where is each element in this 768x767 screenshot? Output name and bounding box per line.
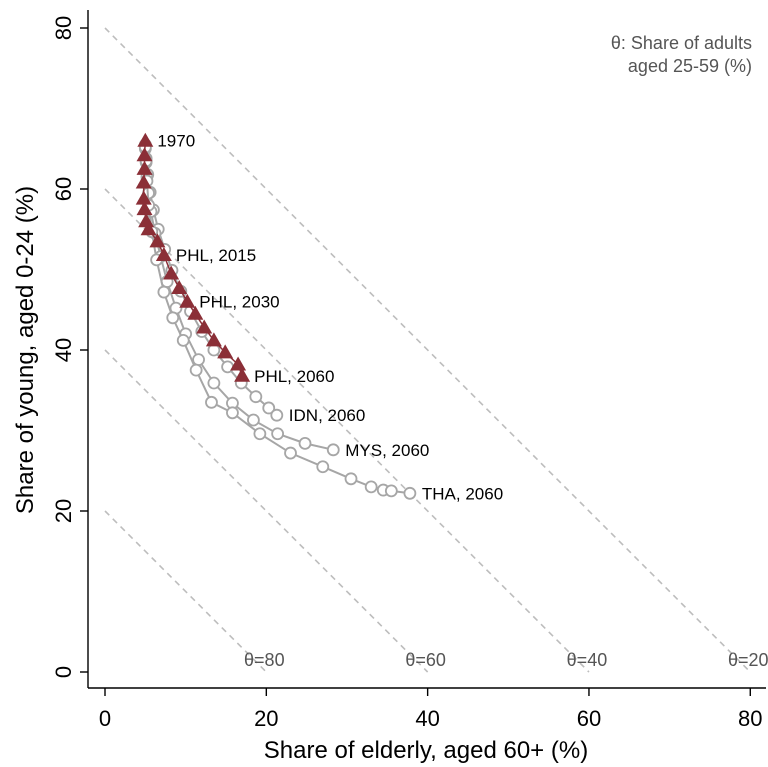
series-2-point <box>176 333 190 347</box>
highlight-series-point <box>135 174 152 189</box>
y-tick-label: 20 <box>51 499 76 523</box>
x-tick-label: 0 <box>99 706 111 731</box>
highlight-series-point <box>205 332 222 347</box>
series-1-point <box>298 436 312 450</box>
highlight-series-point <box>179 293 196 308</box>
series-2-point <box>253 427 267 441</box>
series-2-point <box>226 406 239 420</box>
series-2-point <box>316 460 330 474</box>
series-0-point <box>221 360 235 374</box>
highlight-series-point <box>171 280 188 295</box>
highlight-series-point <box>135 190 152 205</box>
series-1-point <box>192 353 205 367</box>
y-tick-label: 60 <box>51 177 76 201</box>
series-1-point <box>326 443 340 457</box>
y-tick-label: 40 <box>51 338 76 362</box>
series-1-point <box>207 376 221 390</box>
series-2-point <box>166 311 180 325</box>
highlight-series-point <box>137 132 154 147</box>
series-1-point <box>271 427 285 441</box>
y-axis-title: Share of young, aged 0-24 (%) <box>12 186 39 514</box>
highlight-series-point <box>140 221 157 236</box>
highlight-series-point <box>163 265 180 280</box>
series-0-point <box>249 390 263 404</box>
point-annotation: THA, 2060 <box>422 484 503 503</box>
series-2-point <box>189 363 203 377</box>
series-2-point <box>403 486 417 500</box>
annotation-layer: 1970 PHL, 2015 PHL, 2030 PHL, 2060 IDN, 2060… <box>157 132 503 504</box>
series-2-point <box>157 285 171 299</box>
isoline-20 <box>104 27 751 673</box>
series-2-point <box>384 484 398 498</box>
isoline-60 <box>104 349 429 673</box>
highlight-series-point <box>196 319 213 334</box>
series-layer <box>135 132 417 500</box>
x-tick-label: 80 <box>738 706 762 731</box>
highlight-series-point <box>234 367 251 382</box>
series-2-point <box>284 446 297 460</box>
point-annotation: MYS, 2060 <box>345 441 429 460</box>
y-tick-label: 0 <box>51 666 76 678</box>
series-0-point <box>270 408 284 422</box>
highlight-series-point <box>136 160 153 175</box>
x-tick-label: 20 <box>254 706 278 731</box>
x-axis-title: Share of elderly, aged 60+ (%) <box>264 737 588 764</box>
theta-note-line-2: aged 25-59 (%) <box>628 56 752 76</box>
isoline-label-40: θ=40 <box>567 650 608 670</box>
x-tick-label: 60 <box>577 706 601 731</box>
isoline-80 <box>104 510 267 673</box>
theta-note-line-1: θ: Share of adults <box>611 33 752 53</box>
highlight-series-point <box>149 233 166 248</box>
tick-layer: 0 20 40 60 80 0 20 40 60 80 <box>51 16 763 731</box>
isoline-40 <box>104 188 590 673</box>
x-tick-label: 40 <box>415 706 439 731</box>
point-annotation: PHL, 2015 <box>176 246 256 265</box>
highlight-series-point <box>217 344 234 359</box>
highlight-series-point <box>136 147 153 162</box>
point-annotation: PHL, 2060 <box>254 367 334 386</box>
series-1-point <box>247 413 260 427</box>
series-0-point <box>262 401 276 415</box>
point-annotation: 1970 <box>157 132 195 151</box>
isoline-label-20: θ=20 <box>728 650 768 670</box>
highlight-series-point <box>138 213 155 228</box>
isoline-layer: θ=80 θ=60 θ=40 θ=20 <box>104 27 768 673</box>
y-tick-label: 80 <box>51 16 76 40</box>
isoline-label-80: θ=80 <box>244 650 285 670</box>
highlight-series-point <box>187 305 204 320</box>
series-2-point <box>364 480 378 494</box>
point-annotation: PHL, 2030 <box>199 293 279 312</box>
highlight-series-point <box>230 356 247 371</box>
highlight-series-point <box>136 201 153 216</box>
highlight-series-point <box>155 247 172 262</box>
point-annotation: IDN, 2060 <box>289 406 366 425</box>
isoline-label-60: θ=60 <box>405 650 446 670</box>
series-2-point <box>344 472 358 486</box>
series-2-point <box>205 395 218 409</box>
